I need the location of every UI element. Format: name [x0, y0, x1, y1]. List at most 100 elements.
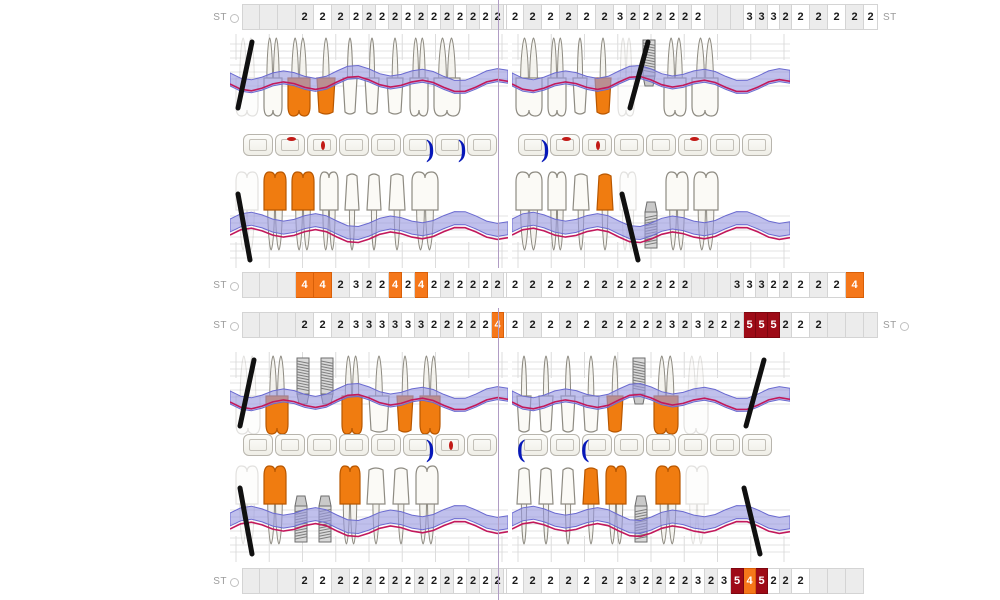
- depth-cell[interactable]: 2: [614, 272, 627, 298]
- depth-cell[interactable]: 2: [792, 312, 810, 338]
- occlusal-box[interactable]: [646, 434, 676, 456]
- depth-cell[interactable]: 3: [756, 4, 768, 30]
- depth-cell[interactable]: [278, 4, 296, 30]
- depth-cell[interactable]: 2: [506, 312, 524, 338]
- occlusal-box[interactable]: [710, 134, 740, 156]
- depth-cell[interactable]: [705, 4, 718, 30]
- depth-cell[interactable]: 2: [560, 272, 578, 298]
- gear-icon[interactable]: [899, 321, 909, 331]
- depth-cell[interactable]: 2: [679, 568, 692, 594]
- occlusal-box[interactable]: [678, 134, 708, 156]
- depth-cell[interactable]: 2: [828, 4, 846, 30]
- depth-cell[interactable]: 2: [679, 4, 692, 30]
- depth-cell[interactable]: [864, 312, 878, 338]
- occlusal-box[interactable]: [339, 434, 369, 456]
- occlusal-box[interactable]: [710, 434, 740, 456]
- depth-cell[interactable]: 2: [578, 272, 596, 298]
- depth-cell[interactable]: 2: [350, 568, 363, 594]
- depth-cell[interactable]: 2: [596, 4, 614, 30]
- depth-cell[interactable]: 2: [296, 568, 314, 594]
- depth-cell[interactable]: [242, 312, 260, 338]
- occlusal-box[interactable]: [339, 134, 369, 156]
- depth-cell[interactable]: 5: [756, 312, 768, 338]
- depth-cell[interactable]: 2: [679, 312, 692, 338]
- occlusal-box[interactable]: [550, 134, 580, 156]
- occlusal-box[interactable]: ): [435, 134, 466, 162]
- depth-cell[interactable]: 2: [467, 568, 480, 594]
- depth-cell[interactable]: 2: [376, 4, 389, 30]
- depth-cell[interactable]: 3: [415, 312, 428, 338]
- depth-cell[interactable]: 2: [524, 272, 542, 298]
- depth-cell[interactable]: [260, 568, 278, 594]
- depth-cell[interactable]: 4: [744, 568, 756, 594]
- depth-cell[interactable]: 2: [506, 272, 524, 298]
- depth-cell[interactable]: 2: [718, 312, 731, 338]
- depth-cell[interactable]: 2: [627, 4, 640, 30]
- depth-cell[interactable]: 2: [402, 4, 415, 30]
- depth-cell[interactable]: 2: [332, 4, 350, 30]
- depth-cell[interactable]: 2: [428, 312, 441, 338]
- occlusal-box[interactable]: [614, 134, 644, 156]
- depth-cell[interactable]: 2: [614, 568, 627, 594]
- depth-cell[interactable]: 2: [542, 568, 560, 594]
- depth-cell[interactable]: 2: [480, 4, 492, 30]
- depth-cell[interactable]: 2: [467, 4, 480, 30]
- occlusal-box[interactable]: (: [581, 434, 612, 462]
- depth-cell[interactable]: 3: [376, 312, 389, 338]
- depth-cell[interactable]: [846, 568, 864, 594]
- depth-cell[interactable]: 3: [350, 312, 363, 338]
- depth-cell[interactable]: 2: [780, 568, 792, 594]
- depth-cell[interactable]: 2: [864, 4, 878, 30]
- depth-cell[interactable]: 2: [480, 272, 492, 298]
- depth-cell[interactable]: 2: [454, 4, 467, 30]
- depth-cell[interactable]: 2: [492, 272, 504, 298]
- occlusal-box[interactable]: (: [517, 434, 548, 462]
- depth-cell[interactable]: 2: [542, 4, 560, 30]
- depth-cell[interactable]: 2: [640, 568, 653, 594]
- depth-cell[interactable]: 2: [731, 312, 744, 338]
- depth-cell[interactable]: 2: [653, 312, 666, 338]
- depth-cell[interactable]: 2: [768, 272, 780, 298]
- occlusal-box[interactable]: [307, 434, 337, 456]
- depth-cell[interactable]: 2: [596, 568, 614, 594]
- depth-cell[interactable]: 5: [768, 312, 780, 338]
- depth-cell[interactable]: 3: [756, 272, 768, 298]
- depth-cell[interactable]: [278, 312, 296, 338]
- depth-cell[interactable]: 2: [780, 312, 792, 338]
- depth-cell[interactable]: [260, 312, 278, 338]
- occlusal-box[interactable]: [243, 434, 273, 456]
- depth-cell[interactable]: 3: [402, 312, 415, 338]
- depth-cell[interactable]: 2: [679, 272, 692, 298]
- depth-cell[interactable]: [828, 568, 846, 594]
- depth-cell[interactable]: 3: [389, 312, 402, 338]
- occlusal-box[interactable]: [582, 134, 612, 156]
- depth-cell[interactable]: 4: [314, 272, 332, 298]
- depth-cell[interactable]: 2: [415, 4, 428, 30]
- depth-cell[interactable]: 2: [768, 568, 780, 594]
- depth-cell[interactable]: 3: [731, 272, 744, 298]
- depth-cell[interactable]: 2: [402, 272, 415, 298]
- tooth-diagram[interactable]: [230, 168, 508, 268]
- depth-cell[interactable]: 2: [506, 4, 524, 30]
- depth-cell[interactable]: 2: [467, 312, 480, 338]
- depth-cell[interactable]: 2: [363, 272, 376, 298]
- depth-cell[interactable]: 2: [640, 272, 653, 298]
- depth-cell[interactable]: 2: [454, 568, 467, 594]
- depth-cell[interactable]: 2: [627, 312, 640, 338]
- depth-cell[interactable]: 3: [692, 312, 705, 338]
- depth-cell[interactable]: [846, 312, 864, 338]
- depth-cell[interactable]: 2: [441, 312, 454, 338]
- depth-cell[interactable]: [828, 312, 846, 338]
- depth-cell[interactable]: [260, 272, 278, 298]
- depth-cell[interactable]: 2: [792, 568, 810, 594]
- depth-cell[interactable]: 3: [363, 312, 376, 338]
- depth-cell[interactable]: 2: [314, 568, 332, 594]
- depth-cell[interactable]: 5: [731, 568, 744, 594]
- occlusal-box[interactable]: [371, 134, 401, 156]
- depth-cell[interactable]: 2: [454, 312, 467, 338]
- depth-cell[interactable]: 2: [578, 312, 596, 338]
- depth-cell[interactable]: 2: [389, 568, 402, 594]
- occlusal-box[interactable]: [550, 434, 580, 456]
- occlusal-box[interactable]: [646, 134, 676, 156]
- depth-cell[interactable]: 2: [560, 568, 578, 594]
